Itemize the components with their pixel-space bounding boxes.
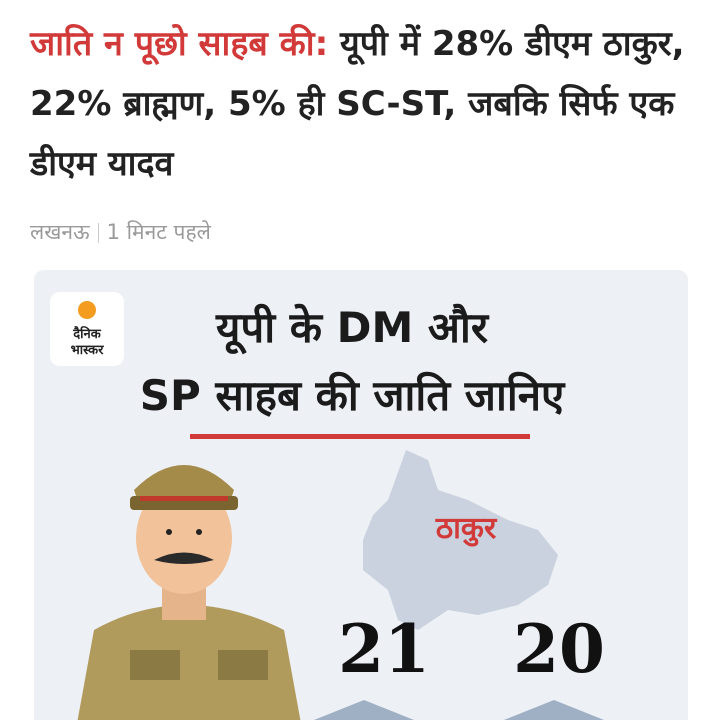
- headline-rest: यूपी में 28% डीएम ठाकुर, 22% ब्राह्मण, 5…: [30, 24, 685, 184]
- logo-bg: [50, 292, 124, 366]
- dm-count: 21: [338, 610, 430, 688]
- infographic[interactable]: दैनिक भास्कर यूपी के DM और SP साहब की जा…: [34, 270, 688, 720]
- pointer-tabs: [314, 700, 604, 720]
- logo-line-2: भास्कर: [71, 343, 105, 358]
- article-meta: लखनऊ 1 मिनट पहले: [30, 218, 211, 246]
- sp-count: 20: [513, 610, 605, 688]
- infographic-title-1: यूपी के DM और: [215, 303, 490, 355]
- timestamp: 1 मिनट पहले: [106, 220, 211, 244]
- title-underline: [190, 434, 530, 439]
- infographic-title-2: SP साहब की जाति जानिए: [140, 371, 566, 420]
- infographic-art: दैनिक भास्कर यूपी के DM और SP साहब की जा…: [50, 292, 605, 720]
- logo-sun: [78, 301, 96, 319]
- officer-illustration: [77, 465, 301, 720]
- caste-label: ठाकुर: [435, 511, 498, 547]
- headline-lead: जाति न पूछो साहब की:: [30, 24, 329, 64]
- separator: [97, 223, 99, 243]
- location: लखनऊ: [30, 220, 90, 244]
- up-map: [363, 450, 558, 630]
- logo-line-1: दैनिक: [72, 326, 101, 342]
- headline[interactable]: जाति न पूछो साहब की: यूपी में 28% डीएम ठ…: [30, 14, 690, 194]
